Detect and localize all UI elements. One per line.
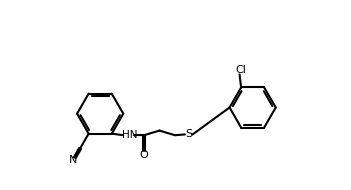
Text: HN: HN <box>122 130 137 140</box>
Text: S: S <box>185 129 192 139</box>
Text: N: N <box>69 155 78 165</box>
Text: Cl: Cl <box>235 65 246 75</box>
Text: O: O <box>140 150 148 160</box>
